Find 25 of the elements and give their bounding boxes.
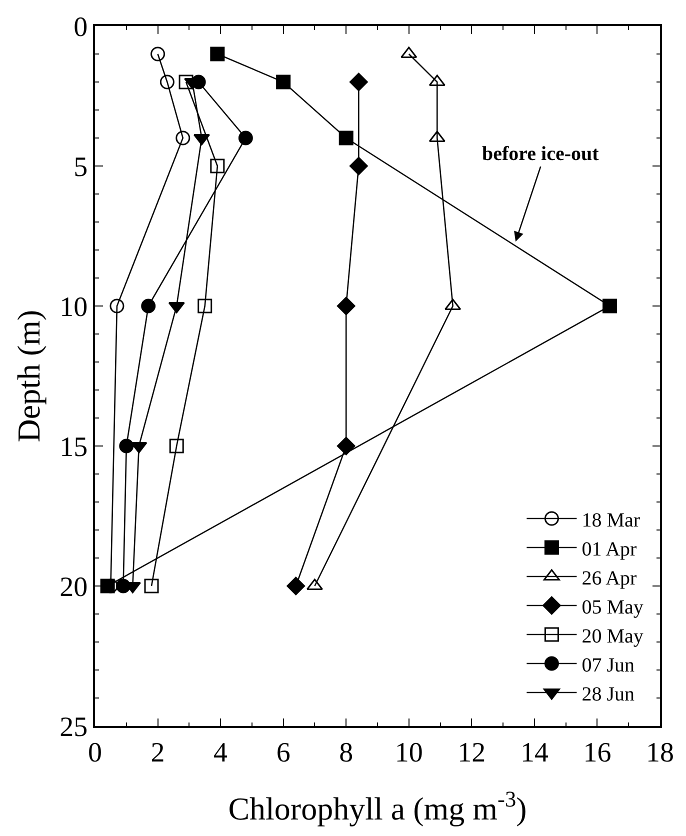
y-tick-label: 15 (60, 432, 88, 463)
x-tick-label: 2 (150, 737, 165, 768)
legend-label: 26 Apr (582, 567, 638, 590)
y-tick-label: 20 (60, 572, 88, 603)
x-tick-label: 10 (394, 737, 423, 768)
x-tick-label: 16 (583, 737, 612, 768)
x-tick-label: 8 (339, 737, 354, 768)
y-tick-label: 5 (74, 152, 88, 183)
legend-label: 18 Mar (582, 509, 640, 532)
annotation: before ice-out (482, 143, 600, 165)
x-tick-label: 14 (520, 737, 548, 768)
x-axis-title: Chlorophyll a (mg m$^{-3}$) (228, 786, 527, 827)
y-tick-label: 0 (74, 12, 88, 43)
legend-label: 05 May (582, 596, 644, 618)
legend-label: 07 Jun (582, 654, 634, 676)
legend-label: 01 Apr (582, 538, 638, 560)
x-tick-label: 4 (214, 737, 228, 768)
x-tick-label: 12 (458, 737, 486, 768)
y-tick-label: 10 (60, 292, 88, 323)
y-axis-title: Depth (m) (10, 310, 46, 442)
legend-label: 28 Jun (582, 683, 634, 706)
y-tick-label: 25 (60, 712, 88, 743)
x-tick-label: 6 (276, 737, 290, 768)
x-tick-label: 18 (646, 737, 674, 768)
legend-label: 20 May (582, 625, 644, 648)
